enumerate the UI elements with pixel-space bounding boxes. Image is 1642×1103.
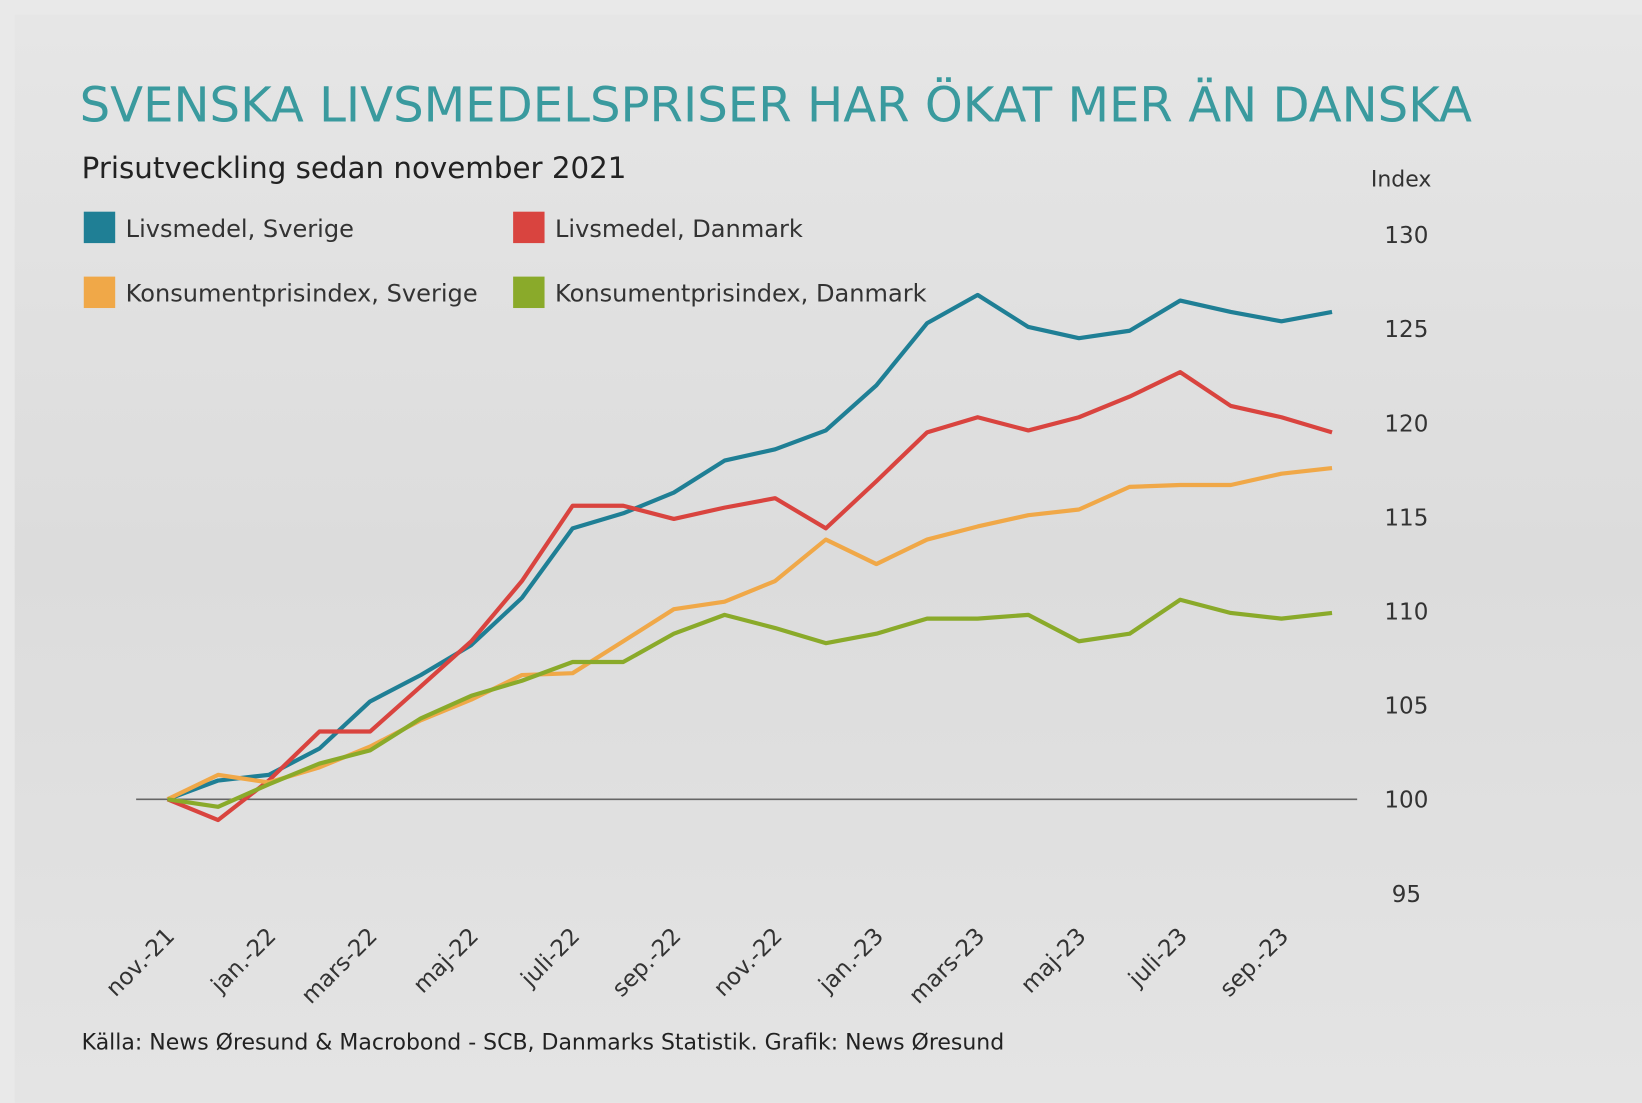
background xyxy=(14,14,1642,1103)
series-line xyxy=(166,292,1333,802)
legend-label: Konsumentprisindex, Danmark xyxy=(555,280,927,308)
y-tick-label: 110 xyxy=(1384,599,1428,625)
y-tick-label: 105 xyxy=(1384,694,1428,720)
series-line xyxy=(167,597,1333,809)
y-tick-label: 130 xyxy=(1384,223,1428,249)
legend-label: Livsmedel, Sverige xyxy=(126,215,354,243)
y-axis-label: Index xyxy=(1371,168,1432,193)
y-tick-label: 125 xyxy=(1384,317,1428,343)
legend-label: Livsmedel, Danmark xyxy=(555,215,803,243)
legend-swatch xyxy=(83,211,116,244)
legend-swatch xyxy=(513,211,545,244)
source: Källa: News Øresund & Macrobond - SCB, D… xyxy=(82,1030,1005,1055)
chart-title: SVENSKA LIVSMEDELSPRISER HAR ÖKAT MER ÄN… xyxy=(80,78,1472,134)
legend-swatch xyxy=(513,276,545,309)
subtitle: Prisutveckling sedan november 2021 xyxy=(82,151,627,185)
series-line xyxy=(166,465,1333,802)
y-tick-label: 120 xyxy=(1384,411,1428,437)
y-tick-label: 95 xyxy=(1392,882,1421,908)
y-tick-label: 115 xyxy=(1384,505,1428,531)
legend-swatch xyxy=(83,276,116,309)
legend-label: Konsumentprisindex, Sverige xyxy=(126,280,478,308)
legend: Livsmedel, Sverige Livsmedel, Danmark Kons… xyxy=(83,211,927,309)
series-line xyxy=(166,370,1333,823)
y-tick-label: 100 xyxy=(1384,788,1428,814)
